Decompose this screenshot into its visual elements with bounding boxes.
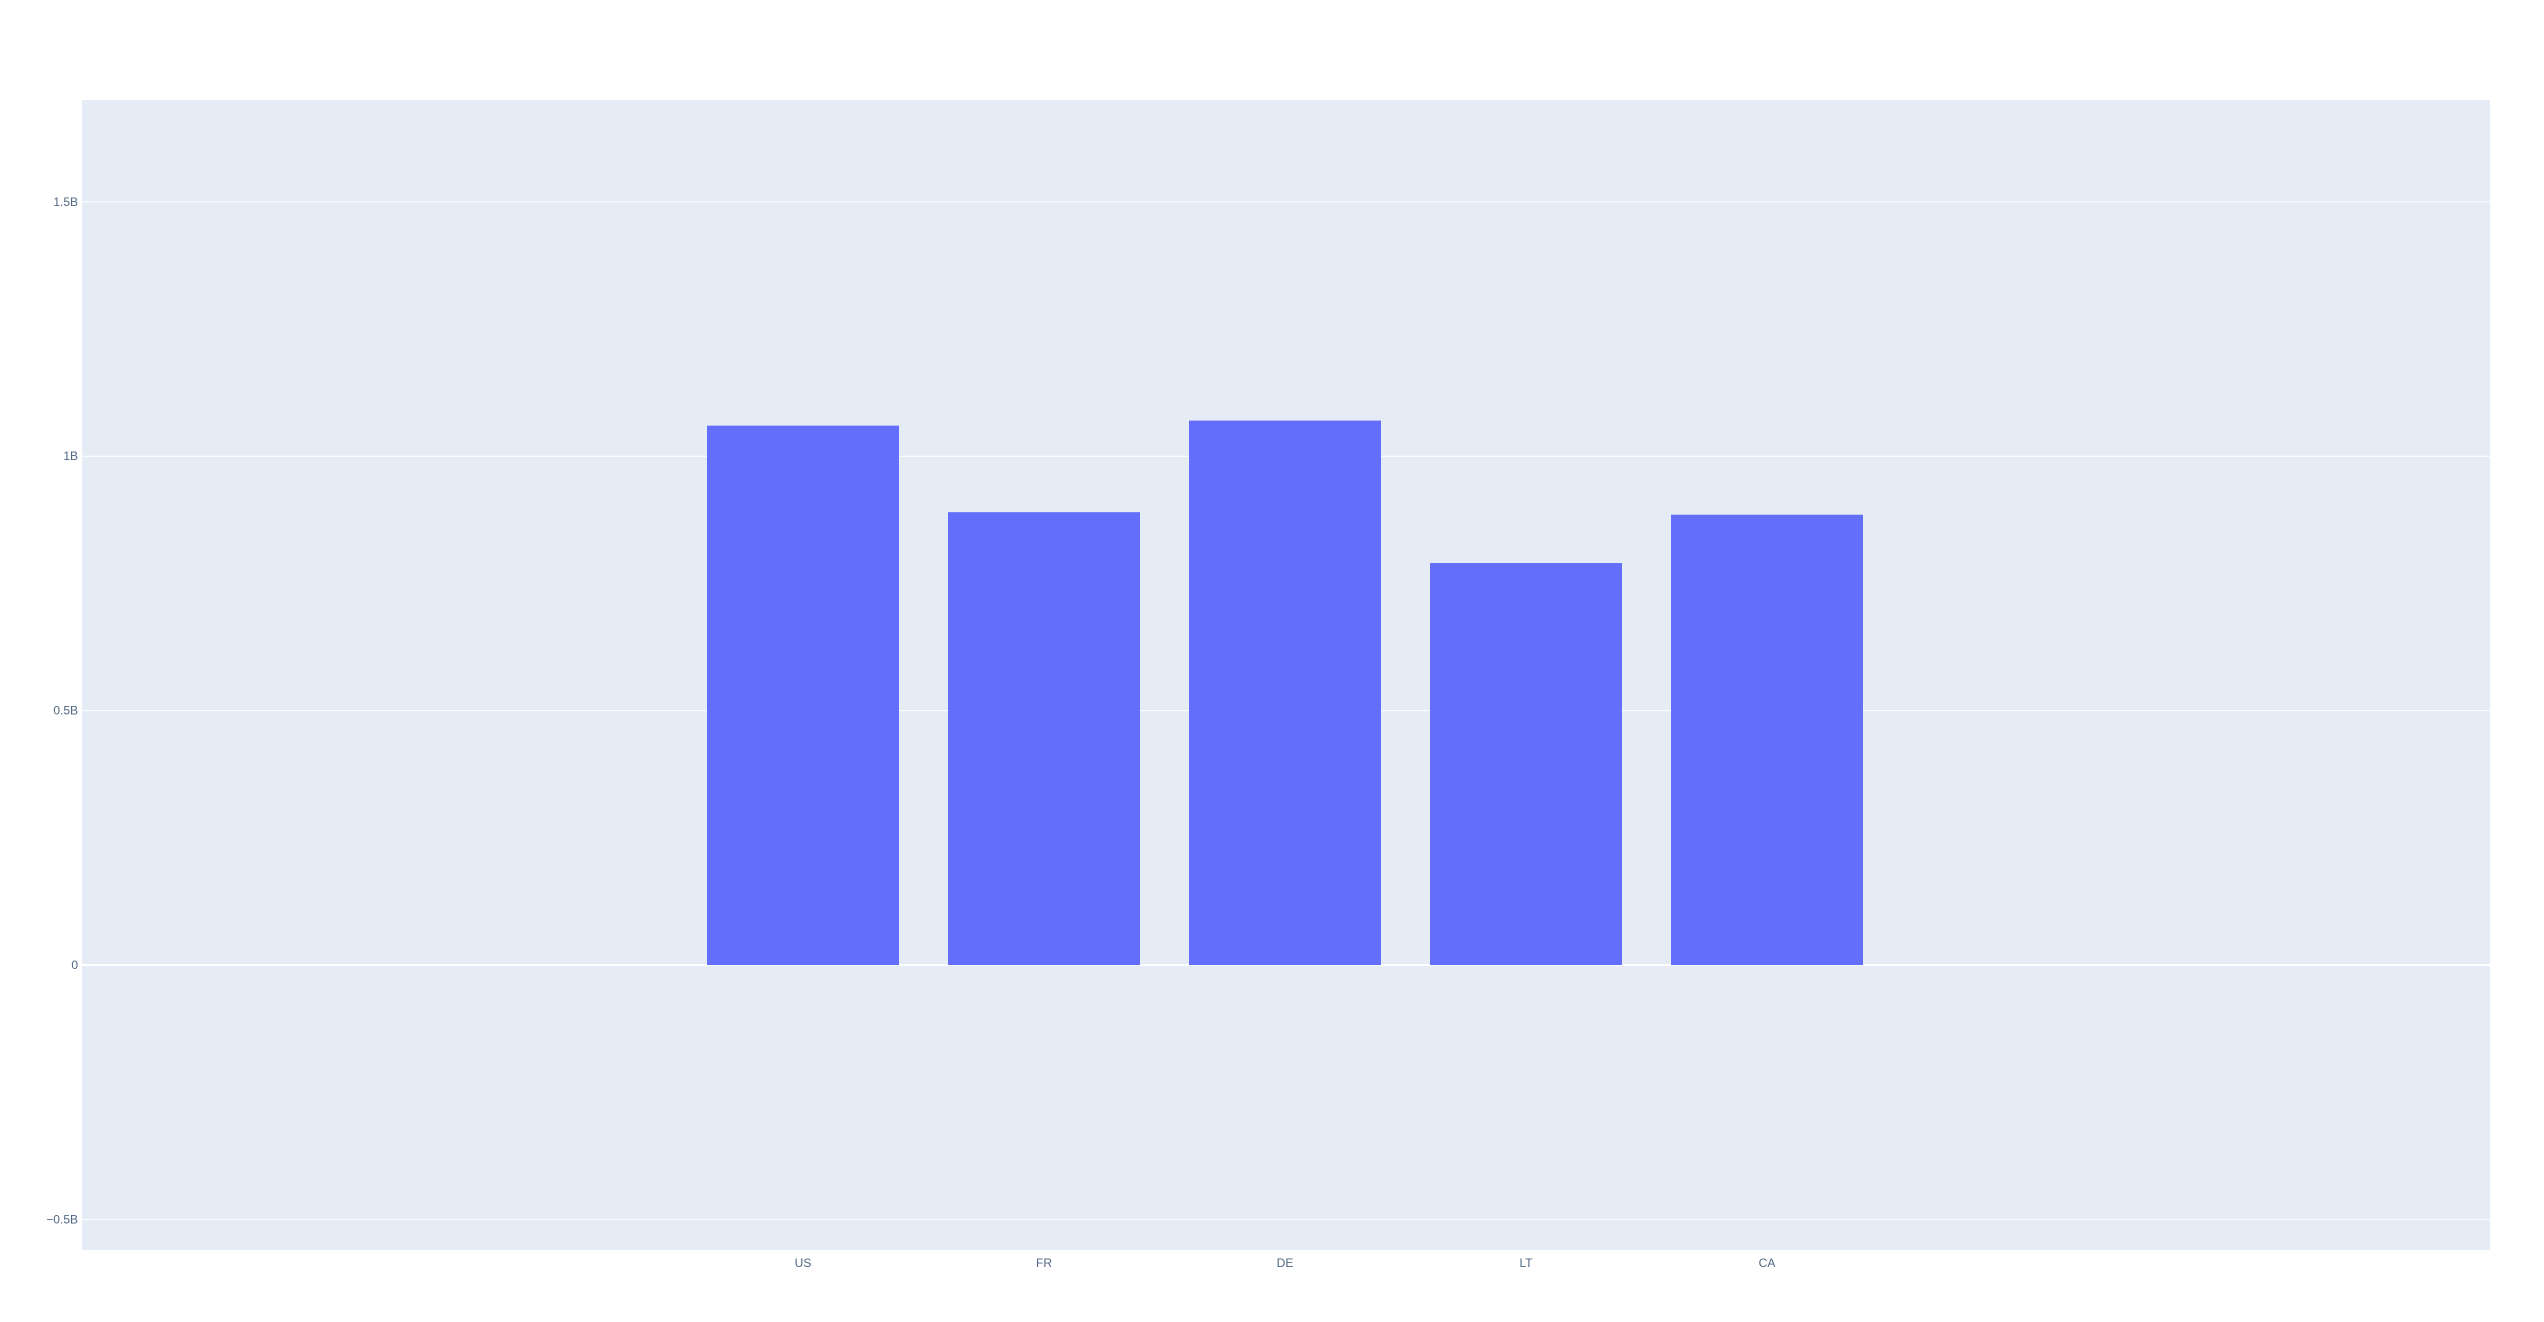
bar-us[interactable] <box>707 425 899 966</box>
y-tick-label: 0.5B <box>53 704 78 718</box>
x-axis-ticks: US FR DE LT CA <box>795 1256 1776 1270</box>
x-tick-label: LT <box>1519 1256 1533 1270</box>
x-tick-label: US <box>795 1256 812 1270</box>
y-tick-label: −0.5B <box>46 1212 78 1226</box>
x-tick-label: FR <box>1036 1256 1052 1270</box>
bar-fr[interactable] <box>948 512 1140 966</box>
x-tick-label: DE <box>1277 1256 1294 1270</box>
y-tick-label: 0 <box>71 958 78 972</box>
y-tick-label: 1.5B <box>53 195 78 209</box>
bar-de[interactable] <box>1189 420 1381 966</box>
bar-lt[interactable] <box>1430 563 1622 966</box>
bars <box>707 420 1863 966</box>
y-axis-ticks: −0.5B 0 0.5B 1B 1.5B <box>46 195 78 1227</box>
y-tick-label: 1B <box>63 449 78 463</box>
bar-ca[interactable] <box>1671 514 1863 966</box>
x-tick-label: CA <box>1759 1256 1776 1270</box>
